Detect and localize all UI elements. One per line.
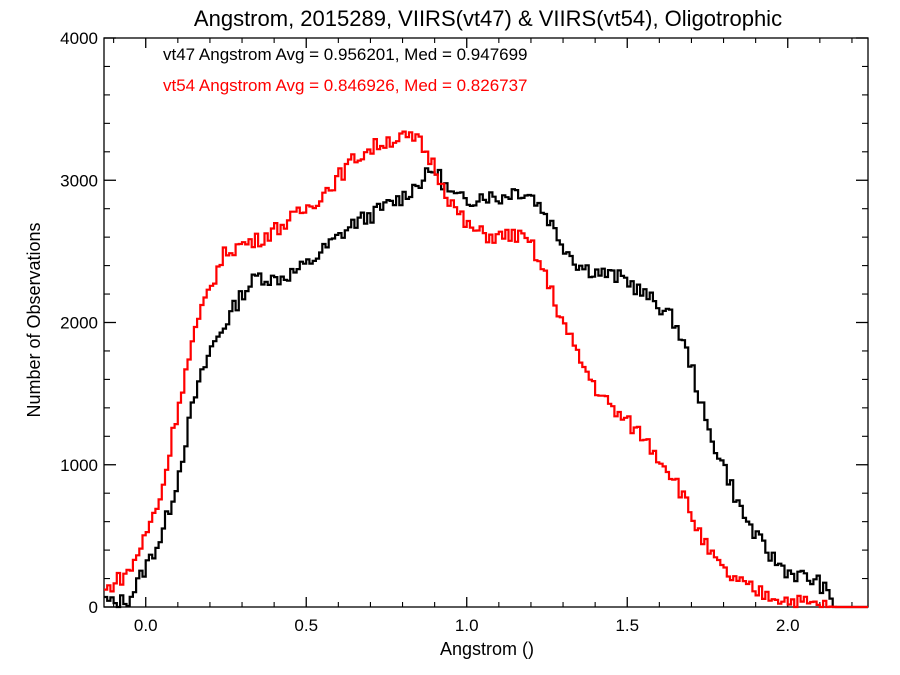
y-tick-label: 0	[89, 598, 98, 617]
x-axis-label: Angstrom ()	[440, 639, 534, 659]
x-axis-ticks: 0.0 0.5 1.0 1.5 2.0	[113, 38, 853, 635]
series-line-1	[104, 130, 868, 609]
series-layer	[104, 130, 868, 609]
chart-title: Angstrom, 2015289, VIIRS(vt47) & VIIRS(v…	[194, 6, 782, 31]
series-line-0	[104, 167, 868, 609]
y-tick-label: 4000	[60, 29, 98, 48]
y-tick-label: 3000	[60, 171, 98, 190]
x-tick-label: 0.5	[294, 616, 318, 635]
plot-area: 0.0 0.5 1.0 1.5 2.0 0 1000 2000 3000 4000	[60, 29, 869, 635]
x-tick-label: 1.0	[455, 616, 479, 635]
x-tick-label: 1.5	[615, 616, 639, 635]
y-axis-label: Number of Observations	[24, 222, 44, 417]
y-tick-label: 1000	[60, 456, 98, 475]
annotation-vt54: vt54 Angstrom Avg = 0.846926, Med = 0.82…	[163, 76, 528, 95]
y-tick-label: 2000	[60, 314, 98, 333]
y-axis-ticks: 0 1000 2000 3000 4000	[60, 29, 868, 617]
x-tick-label: 2.0	[776, 616, 800, 635]
x-tick-label: 0.0	[134, 616, 158, 635]
annotation-vt47: vt47 Angstrom Avg = 0.956201, Med = 0.94…	[163, 45, 528, 64]
plot-frame	[103, 37, 869, 608]
